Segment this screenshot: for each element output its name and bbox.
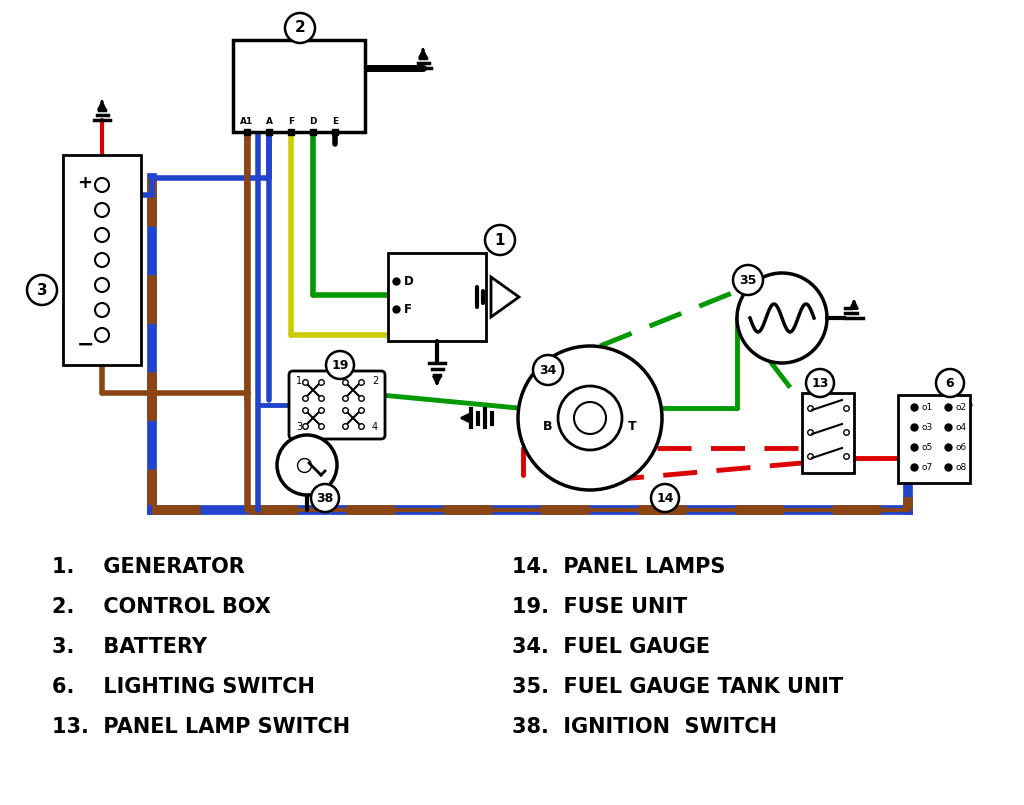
Text: 3: 3 (37, 283, 47, 298)
Text: +: + (77, 174, 92, 192)
Text: 4: 4 (372, 422, 378, 432)
Text: F: F (404, 303, 412, 316)
Text: 14: 14 (656, 492, 674, 505)
Circle shape (558, 386, 622, 450)
Text: A: A (265, 118, 272, 126)
Text: o1: o1 (921, 402, 932, 411)
Text: o5: o5 (921, 443, 932, 452)
Text: 1.    GENERATOR: 1. GENERATOR (52, 557, 245, 577)
Text: F: F (288, 118, 294, 126)
Circle shape (485, 225, 515, 255)
Text: 34: 34 (540, 364, 557, 377)
Text: 2: 2 (295, 20, 305, 35)
FancyBboxPatch shape (289, 371, 385, 439)
Text: −: − (77, 335, 94, 355)
Circle shape (278, 435, 337, 495)
Circle shape (95, 328, 109, 342)
Text: 1: 1 (296, 376, 302, 386)
Bar (898, 395, 970, 483)
Text: o3: o3 (921, 423, 932, 431)
Circle shape (95, 178, 109, 192)
Text: 6.    LIGHTING SWITCH: 6. LIGHTING SWITCH (52, 677, 314, 697)
Text: 3.    BATTERY: 3. BATTERY (52, 637, 207, 657)
Bar (388, 253, 486, 341)
Circle shape (574, 402, 606, 434)
Circle shape (737, 273, 827, 363)
Circle shape (95, 228, 109, 242)
Circle shape (326, 351, 354, 379)
Circle shape (936, 369, 964, 397)
Text: 38: 38 (316, 492, 334, 505)
Circle shape (285, 13, 315, 43)
Text: D: D (309, 118, 316, 126)
Circle shape (95, 278, 109, 292)
Text: B: B (544, 419, 553, 432)
Text: 35: 35 (739, 274, 757, 287)
Text: D: D (404, 275, 414, 287)
Text: 14.  PANEL LAMPS: 14. PANEL LAMPS (512, 557, 725, 577)
Circle shape (518, 346, 662, 490)
Text: o2: o2 (955, 402, 966, 411)
Text: 13: 13 (811, 377, 828, 390)
Circle shape (806, 369, 834, 397)
Text: 34.  FUEL GAUGE: 34. FUEL GAUGE (512, 637, 710, 657)
Text: 6: 6 (946, 377, 954, 390)
Text: o4: o4 (955, 423, 966, 431)
Text: T: T (628, 419, 636, 432)
Bar (233, 40, 365, 132)
Text: A1: A1 (241, 118, 254, 126)
Text: o6: o6 (955, 443, 967, 452)
Circle shape (95, 303, 109, 317)
Text: 35.  FUEL GAUGE TANK UNIT: 35. FUEL GAUGE TANK UNIT (512, 677, 843, 697)
Bar (802, 393, 854, 473)
Text: 3: 3 (296, 422, 302, 432)
Text: 2: 2 (372, 376, 378, 386)
Circle shape (95, 253, 109, 267)
Bar (63, 155, 141, 365)
Text: 1: 1 (495, 233, 505, 247)
Text: 38.  IGNITION  SWITCH: 38. IGNITION SWITCH (512, 717, 777, 737)
Text: o8: o8 (955, 463, 967, 472)
Text: 2.    CONTROL BOX: 2. CONTROL BOX (52, 597, 271, 617)
Text: E: E (332, 118, 338, 126)
Text: 13.  PANEL LAMP SWITCH: 13. PANEL LAMP SWITCH (52, 717, 350, 737)
Circle shape (95, 203, 109, 217)
Text: o7: o7 (921, 463, 932, 472)
Circle shape (733, 265, 763, 295)
Circle shape (27, 275, 57, 305)
Circle shape (534, 355, 563, 385)
Text: 19: 19 (332, 358, 349, 371)
Circle shape (311, 484, 339, 512)
Circle shape (651, 484, 679, 512)
Text: 19.  FUSE UNIT: 19. FUSE UNIT (512, 597, 687, 617)
